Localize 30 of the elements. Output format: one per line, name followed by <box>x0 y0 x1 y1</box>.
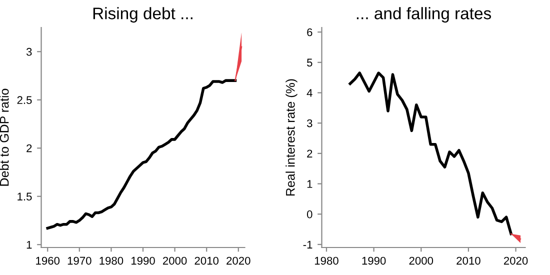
y-tick-label: 1.5 <box>18 192 32 200</box>
y-tick-label: 2.5 <box>17 96 32 104</box>
y-tick-label: 1 <box>26 240 32 249</box>
x-tick-label: 1990 <box>362 256 386 265</box>
y-axis-title: Real interest rate (%) <box>286 79 298 196</box>
x-tick-label: 2020 <box>504 256 528 265</box>
y-tick-label: 6 <box>307 28 312 36</box>
x-tick-label: 1980 <box>314 256 338 265</box>
x-tick-label: 1990 <box>131 256 155 265</box>
y-tick-label: 3 <box>306 119 312 128</box>
chart-title: Rising debt ... <box>93 7 192 23</box>
y-tick-label: 2 <box>307 150 312 158</box>
y-tick-label: 1 <box>307 180 312 188</box>
x-tick-label: 2000 <box>163 256 187 265</box>
x-tick-label: 1970 <box>68 256 92 265</box>
chart-title: ... and falling rates <box>356 7 491 23</box>
x-tick-label: 2010 <box>194 256 219 265</box>
y-tick-label: 4 <box>306 89 312 97</box>
y-axis-title: Debt to GDP ratio <box>0 88 9 186</box>
x-tick-label: 2020 <box>226 256 250 265</box>
line-series <box>46 79 237 230</box>
y-tick-label: 3 <box>26 48 32 56</box>
y-tick-label: -1 <box>303 240 312 248</box>
y-tick-label: 5 <box>306 58 312 67</box>
x-tick-label: 2010 <box>456 256 480 265</box>
y-tick-label: 2 <box>26 144 32 152</box>
x-tick-label: 1960 <box>36 256 60 265</box>
y-tick-label: 0 <box>306 210 312 218</box>
x-tick-label: 1980 <box>100 256 124 265</box>
x-tick-label: 2000 <box>409 256 434 265</box>
